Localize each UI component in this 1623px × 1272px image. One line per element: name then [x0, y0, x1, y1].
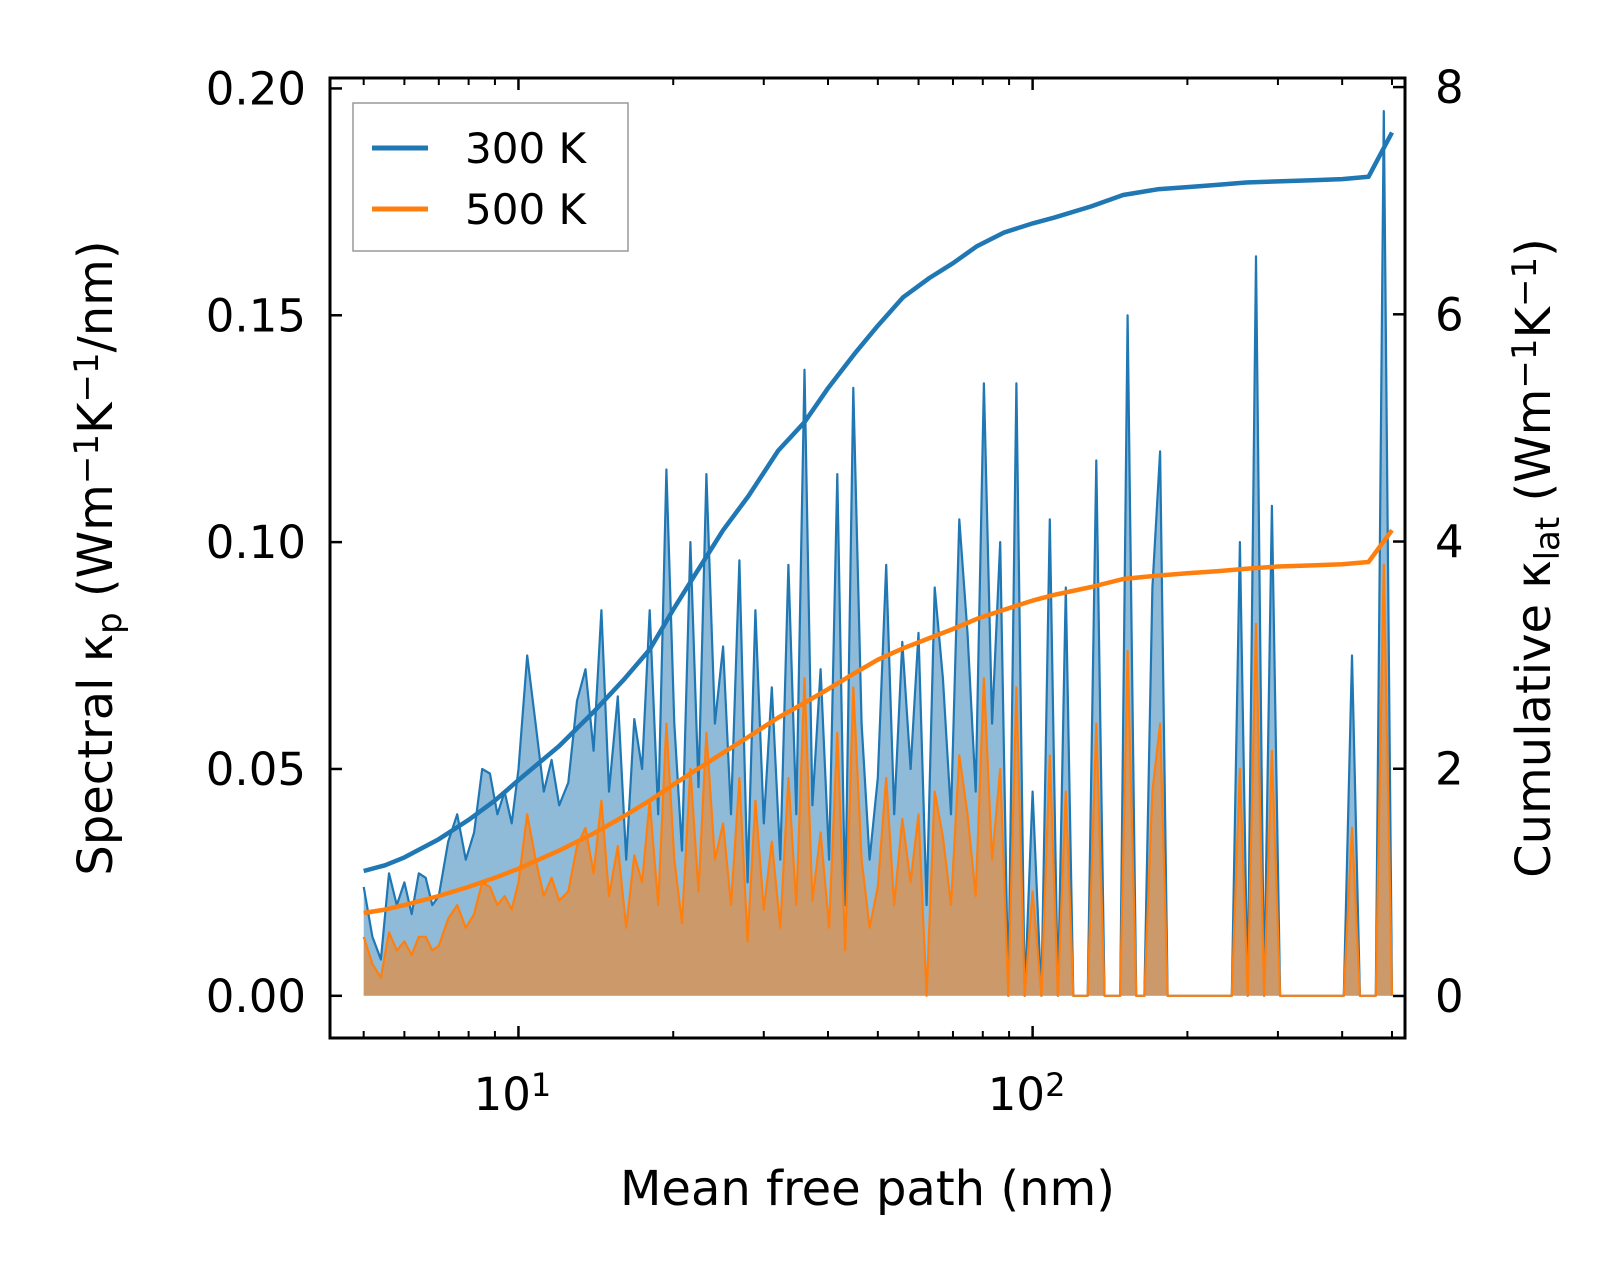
- y-left-label-rest: (Wm: [68, 484, 124, 612]
- cumulative-line-500k: [363, 528, 1394, 916]
- x-tick-label: 102: [988, 1066, 1066, 1121]
- y-right-tick-label: 2: [1435, 743, 1464, 796]
- x-tick-base: 10: [474, 1068, 531, 1121]
- y-right-tick-label: 0: [1435, 970, 1464, 1023]
- x-tick-exponent: 2: [1045, 1066, 1065, 1104]
- legend-label-300k: 300 K: [465, 124, 588, 173]
- x-tick-label: 101: [474, 1066, 552, 1121]
- y-left-label-end: /nm): [68, 240, 124, 352]
- y-left-tick-label: 0.00: [206, 970, 306, 1023]
- y-left-label-sup1: −1: [67, 434, 107, 484]
- y-axis-label-left: Spectral κp (Wm−1K−1/nm): [67, 240, 129, 875]
- y-left-tick-label: 0.20: [206, 62, 306, 115]
- plot-frame: [328, 76, 1407, 1040]
- y-right-label-sup2: −1: [1505, 257, 1545, 307]
- y-right-label-rest: (Wm: [1506, 389, 1562, 517]
- x-axis-label: Mean free path (nm): [620, 1161, 1115, 1217]
- legend-label-500k: 500 K: [465, 185, 588, 234]
- y-right-label-mid: K: [1506, 305, 1562, 338]
- y-left-label-mid: K: [68, 401, 124, 434]
- y-right-label-sub: lat: [1528, 517, 1568, 561]
- x-tick-base: 10: [988, 1068, 1045, 1121]
- spectral-line-500k: [362, 563, 1394, 997]
- plot-area: [362, 110, 1394, 997]
- cumulative-line-300k: [363, 131, 1394, 874]
- y-right-tick-label: 4: [1435, 516, 1464, 569]
- y-left-label-sup2: −1: [67, 352, 107, 402]
- y-right-label-end: ): [1506, 238, 1562, 257]
- y-axis-label-right: Cumulative κlat (Wm−1K−1): [1505, 238, 1567, 878]
- y-right-label-sup1: −1: [1505, 338, 1545, 388]
- y-right-tick-label: 8: [1435, 61, 1464, 114]
- y-left-label-sub: p: [90, 612, 130, 634]
- y-right-label-main: Cumulative κ: [1506, 560, 1562, 878]
- y-left-tick-label: 0.15: [206, 289, 306, 342]
- x-tick-exponent: 1: [531, 1066, 551, 1104]
- legend: 300 K 500 K: [352, 102, 629, 252]
- y-left-tick-label: 0.05: [206, 743, 306, 796]
- y-left-label-main: Spectral κ: [68, 634, 124, 876]
- y-right-tick-label: 6: [1435, 288, 1464, 341]
- spectral-area-500k: [363, 564, 1393, 996]
- y-left-tick-label: 0.10: [206, 516, 306, 569]
- legend-frame: [352, 102, 629, 252]
